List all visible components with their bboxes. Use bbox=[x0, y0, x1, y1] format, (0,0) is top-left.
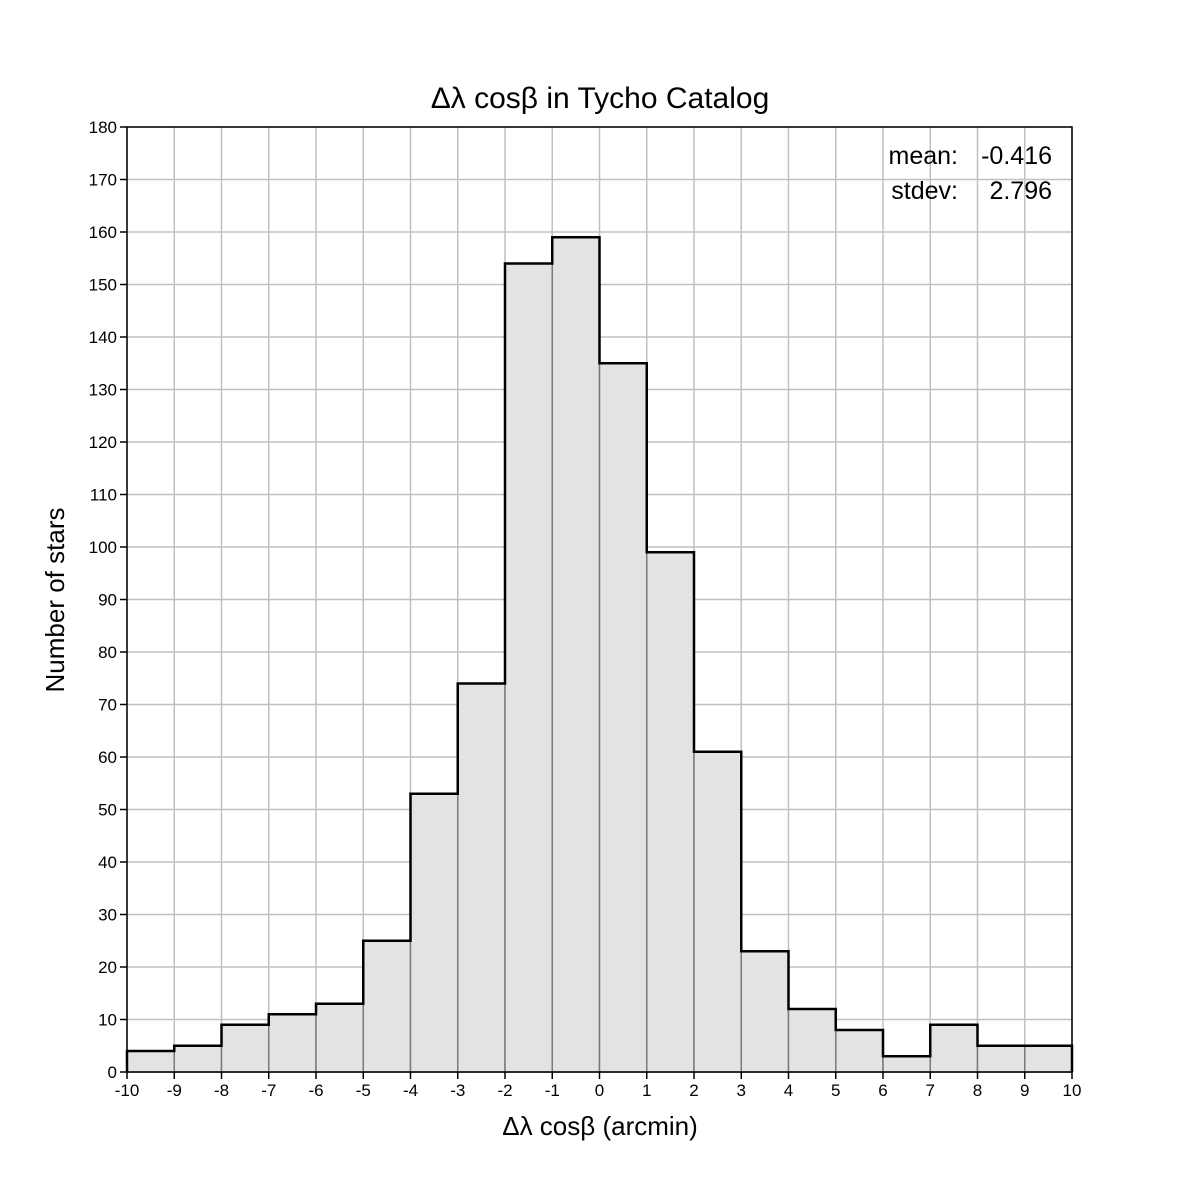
histogram-bar bbox=[409, 793, 459, 1073]
histogram-bar bbox=[693, 751, 742, 1073]
x-tick-label: -5 bbox=[356, 1081, 371, 1100]
y-tick-label: 180 bbox=[89, 118, 117, 137]
axis-ticks: -10 -9 -8 -7 -6 -5 -4 -3 -2 -1 0 1 2 3 4 5 6 7 8 9 100102030… bbox=[89, 118, 1082, 1100]
y-tick-label: 140 bbox=[89, 328, 117, 347]
y-tick-label: 110 bbox=[90, 486, 117, 505]
histogram-bar bbox=[504, 262, 553, 1073]
y-tick-label: 120 bbox=[89, 433, 117, 452]
x-tick-label: -2 bbox=[497, 1081, 512, 1100]
x-tick-label: -4 bbox=[403, 1081, 418, 1100]
x-tick-label: -3 bbox=[450, 1081, 465, 1100]
histogram-bar bbox=[929, 1024, 979, 1073]
y-tick-label: 40 bbox=[98, 853, 117, 872]
histogram-bar bbox=[1024, 1045, 1073, 1073]
x-axis-label: Δλ cosβ (arcmin) bbox=[502, 1111, 698, 1141]
y-tick-label: 30 bbox=[98, 906, 117, 925]
x-tick-label: -9 bbox=[167, 1081, 182, 1100]
y-tick-label: 60 bbox=[98, 748, 117, 767]
histogram-bar bbox=[126, 1050, 175, 1073]
histogram-bar bbox=[315, 1003, 364, 1073]
x-tick-label: -7 bbox=[261, 1081, 276, 1100]
x-tick-label: 3 bbox=[737, 1081, 746, 1100]
x-tick-label: 6 bbox=[878, 1081, 887, 1100]
x-tick-label: 4 bbox=[784, 1081, 793, 1100]
histogram-bars bbox=[126, 236, 1073, 1073]
y-tick-label: 170 bbox=[89, 171, 117, 190]
x-tick-label: 7 bbox=[926, 1081, 935, 1100]
x-tick-label: -10 bbox=[115, 1081, 140, 1100]
histogram-bar bbox=[173, 1045, 223, 1073]
histogram-bar bbox=[976, 1045, 1026, 1073]
y-tick-label: 10 bbox=[98, 1011, 117, 1030]
histogram-bar bbox=[457, 682, 506, 1073]
histogram-bar bbox=[551, 236, 601, 1073]
histogram-outline bbox=[125, 236, 1074, 1072]
histogram-bar bbox=[646, 551, 695, 1073]
x-tick-label: 10 bbox=[1063, 1081, 1082, 1100]
y-tick-label: 150 bbox=[89, 276, 117, 295]
y-tick-label: 20 bbox=[98, 958, 117, 977]
mean-value: -0.416 bbox=[981, 142, 1052, 170]
x-tick-label: -8 bbox=[214, 1081, 229, 1100]
histogram-bar bbox=[882, 1055, 931, 1073]
mean-label: mean: bbox=[889, 142, 958, 170]
histogram-bar bbox=[835, 1029, 884, 1073]
histogram-bar bbox=[268, 1013, 317, 1073]
x-tick-label: -1 bbox=[545, 1081, 560, 1100]
y-tick-label: 80 bbox=[98, 643, 117, 662]
y-tick-label: 160 bbox=[89, 223, 117, 242]
histogram-bar bbox=[362, 940, 412, 1073]
y-axis-label: Number of stars bbox=[40, 508, 70, 693]
histogram-bar bbox=[740, 950, 790, 1073]
histogram-bar bbox=[787, 1008, 837, 1073]
histogram-bar bbox=[598, 362, 648, 1073]
y-tick-label: 100 bbox=[89, 538, 117, 557]
x-tick-label: -6 bbox=[308, 1081, 323, 1100]
y-tick-label: 50 bbox=[98, 801, 117, 820]
x-tick-label: 8 bbox=[973, 1081, 982, 1100]
y-tick-label: 70 bbox=[98, 696, 117, 715]
x-tick-label: 1 bbox=[642, 1081, 651, 1100]
stdev-label: stdev: bbox=[891, 177, 958, 205]
y-tick-label: 90 bbox=[98, 591, 117, 610]
x-tick-label: 5 bbox=[831, 1081, 840, 1100]
chart-title: Δλ cosβ in Tycho Catalog bbox=[431, 82, 770, 115]
stdev-value: 2.796 bbox=[989, 177, 1052, 205]
x-tick-label: 9 bbox=[1020, 1081, 1029, 1100]
x-tick-label: 2 bbox=[689, 1081, 698, 1100]
x-tick-label: 0 bbox=[595, 1081, 604, 1100]
y-tick-label: 130 bbox=[89, 381, 117, 400]
histogram-bar bbox=[220, 1024, 270, 1073]
y-tick-label: 0 bbox=[108, 1063, 117, 1082]
